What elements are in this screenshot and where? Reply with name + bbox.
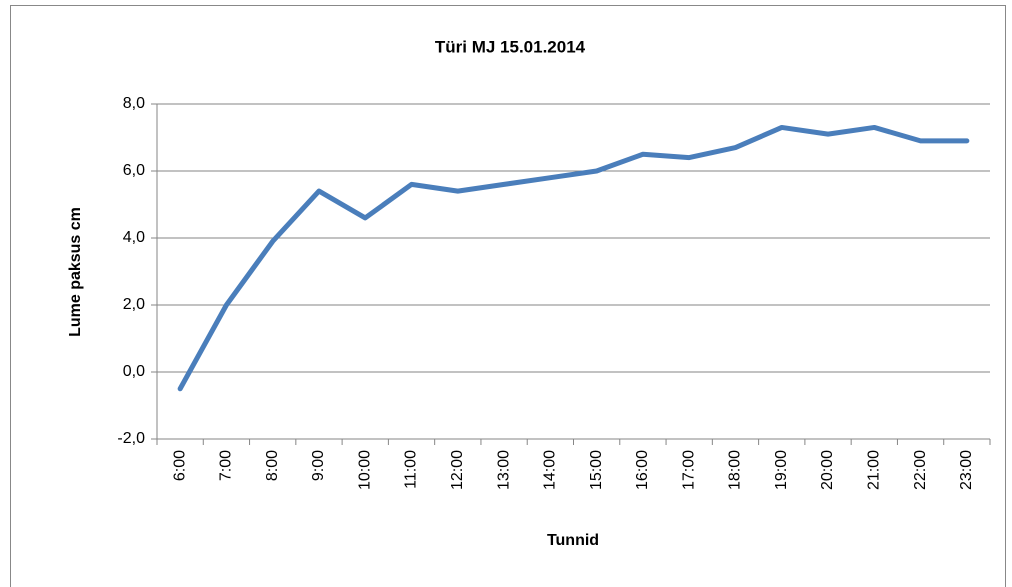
- x-tick-label: 18:00: [727, 450, 744, 490]
- x-tick-label: 17:00: [680, 450, 697, 490]
- x-tick-label: 15:00: [588, 450, 605, 490]
- chart-title: Türi MJ 15.01.2014: [435, 37, 586, 56]
- x-tick-label: 9:00: [310, 450, 327, 481]
- x-tick-label: 10:00: [356, 450, 373, 490]
- x-tick-label: 7:00: [218, 450, 235, 481]
- y-tick-label: 0,0: [123, 363, 145, 380]
- x-tick-label: 19:00: [773, 450, 790, 490]
- x-tick-label: 12:00: [449, 450, 466, 490]
- x-axis-label: Tunnid: [547, 532, 599, 549]
- x-tick-label: 11:00: [403, 450, 420, 489]
- x-tick-label: 20:00: [819, 450, 836, 490]
- x-tick-label: 8:00: [264, 450, 281, 481]
- x-tick-label: 22:00: [912, 450, 929, 490]
- y-tick-label: 6,0: [123, 162, 145, 179]
- x-tick-label: 23:00: [958, 450, 975, 490]
- y-tick-label: 2,0: [123, 296, 145, 313]
- chart-border: [10, 5, 1006, 587]
- y-tick-label: -2,0: [117, 430, 145, 447]
- x-tick-label: 14:00: [542, 450, 559, 490]
- x-tick-label: 13:00: [495, 450, 512, 490]
- x-tick-label: 6:00: [171, 450, 188, 481]
- data-line: [177, 124, 970, 392]
- y-axis-label: Lume paksus cm: [67, 207, 84, 337]
- y-tick-label: 4,0: [123, 229, 145, 246]
- x-tick-label: 16:00: [634, 450, 651, 490]
- x-tick-label: 21:00: [866, 450, 883, 490]
- y-tick-label: 8,0: [123, 95, 145, 112]
